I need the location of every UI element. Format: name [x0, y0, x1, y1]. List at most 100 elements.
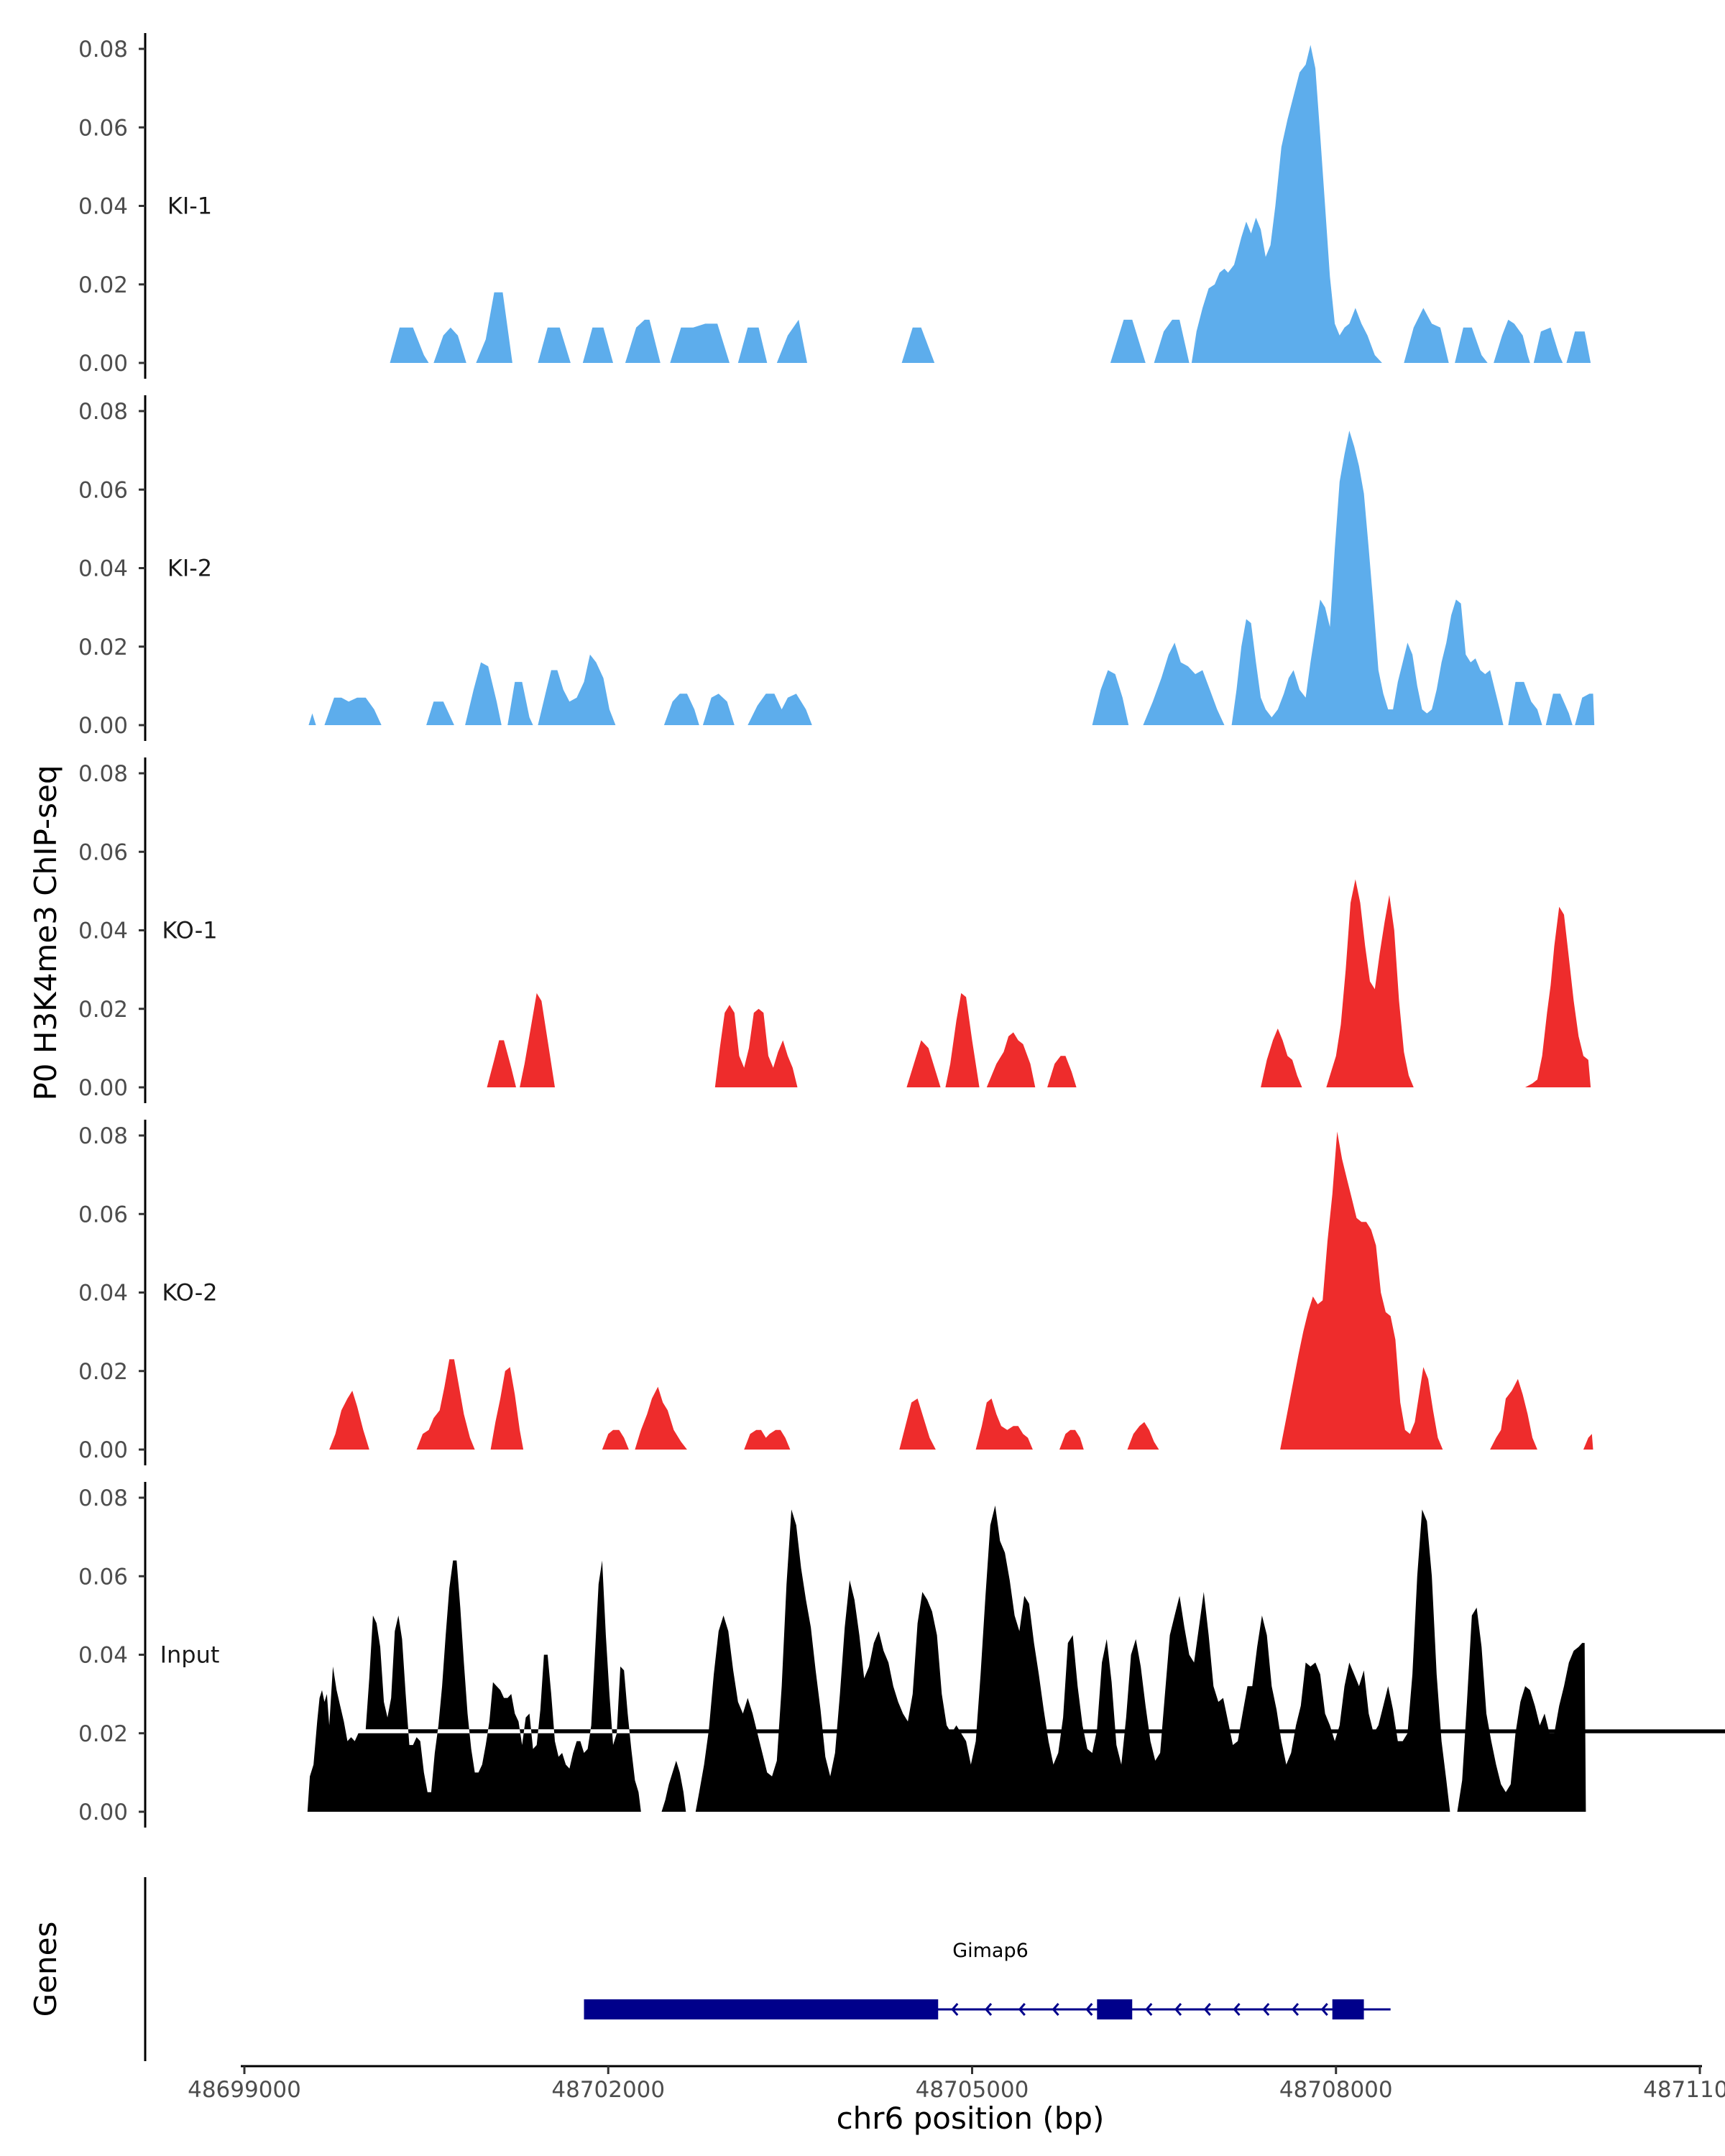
gene-exon: [1097, 1999, 1133, 2019]
strand-arrow: [1320, 2003, 1328, 2016]
signal-area: [1545, 694, 1573, 725]
signal-area: [1490, 1378, 1537, 1450]
y-tick-label: 0.02: [78, 635, 128, 660]
signal-area: [670, 323, 730, 363]
track-label: Input: [160, 1641, 220, 1669]
signal-area: [465, 662, 502, 725]
signal-area: [661, 1761, 686, 1812]
signal-area: [1575, 694, 1595, 725]
track-label: KO-2: [162, 1279, 217, 1307]
x-tick-label: 48699000: [188, 2077, 301, 2103]
signal-area: [490, 1367, 524, 1450]
x-tick-label: 48705000: [916, 2077, 1029, 2103]
signal-area: [308, 713, 316, 725]
track-ko-1: 0.00 0.02 0.04 0.06 0.08 KO-1: [78, 757, 1591, 1103]
signal-area: [1326, 879, 1414, 1087]
signal-area: [901, 327, 935, 363]
genes-track: Genes Gimap6: [28, 1877, 1391, 2061]
genes-axis-title: Genes: [28, 1922, 63, 2017]
gene-name-label: Gimap6: [952, 1940, 1029, 1962]
y-tick-label: 0.00: [78, 1437, 128, 1463]
strand-arrow: [1262, 2003, 1270, 2016]
strand-arrow: [1233, 2003, 1241, 2016]
signal-area: [1508, 681, 1542, 725]
y-tick-label: 0.08: [78, 1485, 128, 1511]
signal-area: [1261, 1028, 1302, 1087]
signal-area: [737, 327, 768, 363]
y-tick-label: 0.00: [78, 713, 128, 739]
y-tick-label: 0.06: [78, 115, 128, 141]
signal-area: [1533, 327, 1563, 363]
signal-area: [507, 681, 533, 725]
signal-area: [1092, 670, 1129, 725]
x-tick-label: 48708000: [1279, 2077, 1393, 2103]
signal-area: [695, 1505, 1450, 1812]
track-ki-1: 0.00 0.02 0.04 0.06 0.08 KI-1: [78, 33, 1591, 379]
signal-area: [975, 1399, 1033, 1450]
track-label: KI-1: [167, 193, 212, 220]
strand-arrow: [1085, 2003, 1093, 2016]
strand-arrow: [1145, 2003, 1153, 2016]
y-tick-label: 0.08: [78, 37, 128, 63]
y-tick-label: 0.02: [78, 272, 128, 298]
signal-area: [324, 697, 382, 725]
signal-area: [1583, 1434, 1593, 1450]
signal-area: [748, 694, 812, 725]
signal-area: [582, 327, 613, 363]
signal-area: [487, 1040, 516, 1087]
y-tick-label: 0.04: [78, 194, 128, 220]
signal-area: [1127, 1422, 1159, 1450]
track-input: 0.00 0.02 0.04 0.06 0.08 Input: [78, 1482, 1725, 1828]
signal-area: [307, 1560, 1725, 1812]
signal-area: [1280, 1131, 1443, 1450]
signal-area: [1231, 430, 1504, 725]
signal-area: [663, 694, 699, 725]
x-axis: 48699000 48702000 48705000 48708000 48711000…: [188, 2065, 1725, 2136]
signal-area: [1110, 319, 1146, 363]
gene-exon: [584, 1999, 939, 2019]
signal-area: [744, 1429, 791, 1450]
signal-area: [625, 319, 661, 363]
track-ko-2: 0.00 0.02 0.04 0.06 0.08 KO-2: [78, 1120, 1593, 1465]
signal-area: [945, 992, 980, 1087]
strand-arrow: [1174, 2003, 1182, 2016]
signal-area: [1566, 331, 1591, 363]
y-tick-label: 0.06: [78, 839, 128, 865]
signal-area: [1525, 906, 1591, 1087]
signal-area: [476, 292, 512, 363]
track-label: KO-1: [162, 917, 217, 944]
x-tick-label: 48711000: [1643, 2077, 1725, 2103]
strand-arrows: [951, 2003, 1328, 2016]
track-ki-2: 0.00 0.02 0.04 0.06 0.08 KI-2: [78, 395, 1595, 741]
signal-area: [1455, 327, 1488, 363]
gene-exons: [584, 1999, 1364, 2019]
y-tick-label: 0.06: [78, 1564, 128, 1590]
signal-area: [538, 654, 616, 725]
signal-area: [1191, 45, 1382, 363]
y-tick-label: 0.04: [78, 1643, 128, 1669]
y-tick-label: 0.08: [78, 1123, 128, 1149]
signal-area: [1404, 308, 1449, 363]
signal-area: [538, 327, 571, 363]
y-tick-label: 0.00: [78, 1075, 128, 1101]
y-tick-label: 0.08: [78, 761, 128, 787]
y-tick-label: 0.04: [78, 918, 128, 944]
y-tick-label: 0.06: [78, 477, 128, 503]
y-tick-label: 0.00: [78, 351, 128, 377]
strand-arrow: [1018, 2003, 1026, 2016]
y-tick-label: 0.02: [78, 1721, 128, 1747]
signal-area: [1059, 1429, 1084, 1450]
signal-area: [1494, 319, 1530, 363]
signal-area: [329, 1391, 369, 1450]
y-tick-label: 0.04: [78, 1281, 128, 1307]
signal-area: [426, 701, 454, 725]
signal-area: [635, 1386, 687, 1450]
y-tick-label: 0.00: [78, 1800, 128, 1825]
signal-area: [433, 327, 466, 363]
track-label: KI-2: [167, 555, 212, 582]
signal-area: [390, 327, 429, 363]
signal-area: [1457, 1607, 1586, 1812]
signal-area: [906, 1040, 941, 1087]
y-axis-title: P0 H3K4me3 ChIP-seq: [28, 765, 63, 1100]
